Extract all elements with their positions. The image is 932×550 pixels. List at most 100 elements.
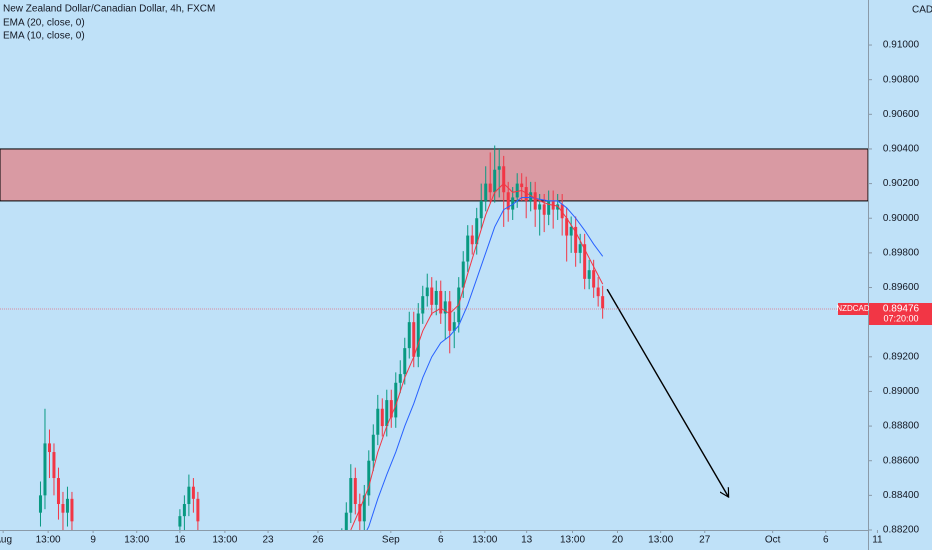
candle-body bbox=[587, 270, 591, 279]
candle-body bbox=[187, 486, 191, 505]
chart-title: New Zealand Dollar/Canadian Dollar, 4h, … bbox=[3, 4, 215, 15]
candle-body bbox=[394, 382, 398, 418]
x-tick-label: 23 bbox=[262, 535, 274, 546]
candle-body bbox=[340, 539, 343, 550]
candle-body bbox=[565, 218, 569, 236]
candle-body bbox=[497, 166, 501, 170]
candle-body bbox=[425, 287, 429, 297]
y-tick-label: 0.89600 bbox=[883, 282, 920, 293]
x-tick-label: Aug bbox=[0, 535, 12, 546]
y-tick-label: 0.88200 bbox=[883, 525, 920, 536]
candle-body bbox=[38, 495, 42, 513]
candle-body bbox=[556, 204, 560, 210]
legend-entry: EMA (10, close, 0) bbox=[3, 31, 85, 42]
countdown-label: 07:20:00 bbox=[883, 313, 918, 323]
candle-body bbox=[362, 495, 366, 522]
x-tick-label: 13:00 bbox=[124, 535, 149, 546]
candle-body bbox=[56, 478, 60, 505]
candle-body bbox=[376, 408, 380, 435]
resistance-zone bbox=[0, 148, 868, 202]
candle-body bbox=[182, 504, 186, 517]
candle-body bbox=[520, 183, 524, 188]
y-tick-label: 0.91000 bbox=[883, 40, 920, 51]
candle-body bbox=[484, 183, 488, 201]
currency-label: CAD bbox=[912, 5, 932, 16]
candle-body bbox=[547, 200, 551, 215]
x-tick-label: 6 bbox=[823, 535, 829, 546]
y-tick-label: 0.89200 bbox=[883, 351, 920, 362]
candle-body bbox=[61, 504, 65, 513]
candle-body bbox=[574, 226, 578, 253]
price-label: 0.89476 bbox=[883, 304, 920, 315]
candle-body bbox=[533, 192, 537, 210]
x-tick-label: 13 bbox=[521, 535, 533, 546]
projection-arrow bbox=[606, 288, 728, 497]
candle-body bbox=[367, 460, 371, 496]
candle-body bbox=[461, 261, 465, 288]
candle-body bbox=[70, 498, 74, 522]
candle-body bbox=[443, 301, 447, 314]
candle-body bbox=[43, 443, 47, 496]
candle-body bbox=[344, 512, 348, 530]
candle-body bbox=[596, 287, 600, 297]
x-tick-label: 16 bbox=[174, 535, 186, 546]
candle-body bbox=[466, 235, 470, 262]
candle-body bbox=[439, 290, 443, 314]
legend-entry: EMA (20, close, 0) bbox=[3, 18, 85, 29]
candle-body bbox=[475, 218, 479, 245]
ema-line bbox=[366, 197, 604, 530]
candle-body bbox=[178, 516, 182, 527]
x-tick-label: 11 bbox=[872, 535, 883, 546]
candle-body bbox=[592, 270, 596, 288]
candle-body bbox=[47, 443, 51, 453]
x-tick-label: 13:00 bbox=[560, 535, 585, 546]
price-box bbox=[869, 302, 932, 325]
candle-body bbox=[506, 192, 510, 210]
candle-body bbox=[412, 322, 416, 357]
candle-body bbox=[524, 187, 528, 201]
candle-body bbox=[407, 322, 411, 349]
y-tick-label: 0.90400 bbox=[883, 144, 920, 155]
candle-body bbox=[416, 313, 420, 357]
candle-body bbox=[191, 486, 195, 499]
candle-body bbox=[385, 400, 389, 427]
candle-body bbox=[358, 504, 362, 522]
candle-body bbox=[403, 348, 407, 375]
candle-body bbox=[371, 434, 375, 461]
candle-body bbox=[511, 197, 515, 210]
candle-body bbox=[488, 183, 492, 193]
symbol-label: NZDCAD bbox=[836, 304, 870, 313]
y-tick-label: 0.90600 bbox=[883, 109, 920, 120]
plot-area bbox=[0, 145, 868, 550]
candle-body bbox=[470, 235, 474, 245]
y-tick-label: 0.88800 bbox=[883, 421, 920, 432]
x-tick-label: 13:00 bbox=[648, 535, 673, 546]
x-tick-label: 27 bbox=[699, 535, 711, 546]
candle-body bbox=[349, 478, 353, 513]
candle-body bbox=[538, 204, 542, 210]
x-tick-label: 26 bbox=[312, 535, 324, 546]
candle-body bbox=[479, 200, 483, 219]
x-tick-label: 13:00 bbox=[36, 535, 61, 546]
candle-body bbox=[65, 498, 69, 513]
candle-body bbox=[542, 204, 546, 215]
candle-body bbox=[353, 478, 357, 505]
candle-body bbox=[196, 498, 200, 522]
candle-body bbox=[578, 244, 582, 253]
ema-line bbox=[350, 182, 604, 530]
y-tick-label: 0.90800 bbox=[883, 74, 920, 85]
x-tick-label: Oct bbox=[765, 535, 781, 546]
y-tick-label: 0.90200 bbox=[883, 178, 920, 189]
y-tick-label: 0.89000 bbox=[883, 386, 920, 397]
candle-body bbox=[434, 290, 438, 305]
y-tick-label: 0.90000 bbox=[883, 213, 920, 224]
candle-body bbox=[380, 408, 384, 427]
x-tick-label: 20 bbox=[612, 535, 624, 546]
x-tick-label: 9 bbox=[90, 535, 96, 546]
x-tick-label: Sep bbox=[382, 535, 400, 546]
x-tick-label: 13:00 bbox=[472, 535, 497, 546]
candle-body bbox=[502, 166, 506, 193]
candle-body bbox=[601, 296, 605, 309]
y-tick-label: 0.88600 bbox=[883, 455, 920, 466]
